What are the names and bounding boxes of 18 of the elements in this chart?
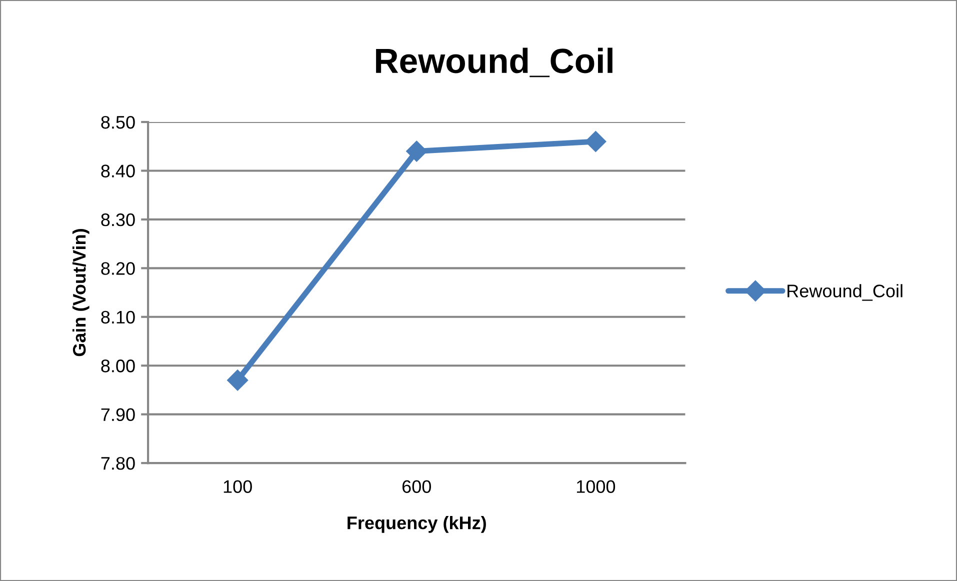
- x-tick-label: 100: [224, 480, 252, 493]
- y-tick-label: 7.90: [101, 408, 135, 422]
- y-tick-label: 8.20: [101, 262, 135, 275]
- point: [227, 370, 248, 391]
- y-tick-label: 8.30: [101, 213, 135, 226]
- y-tick-label: 8.00: [101, 360, 135, 372]
- y-tick-label: 8.50: [101, 116, 135, 129]
- x-axis-title: Frequency (kHz): [348, 516, 486, 533]
- legend-label: Rewound_Coil: [788, 284, 902, 301]
- chart-title: Rewound_Coil: [376, 48, 612, 78]
- point: [585, 130, 606, 152]
- y-tick-label: 7.80: [101, 456, 135, 470]
- y-tick-label: 8.10: [101, 310, 135, 324]
- point: [406, 140, 428, 162]
- y-tick-label: 8.40: [101, 164, 135, 178]
- x-tick-label: 1000: [576, 480, 616, 493]
- x-tick-label: 600: [402, 480, 431, 493]
- y-axis-title: Gain (Vout/Vin): [72, 229, 90, 356]
